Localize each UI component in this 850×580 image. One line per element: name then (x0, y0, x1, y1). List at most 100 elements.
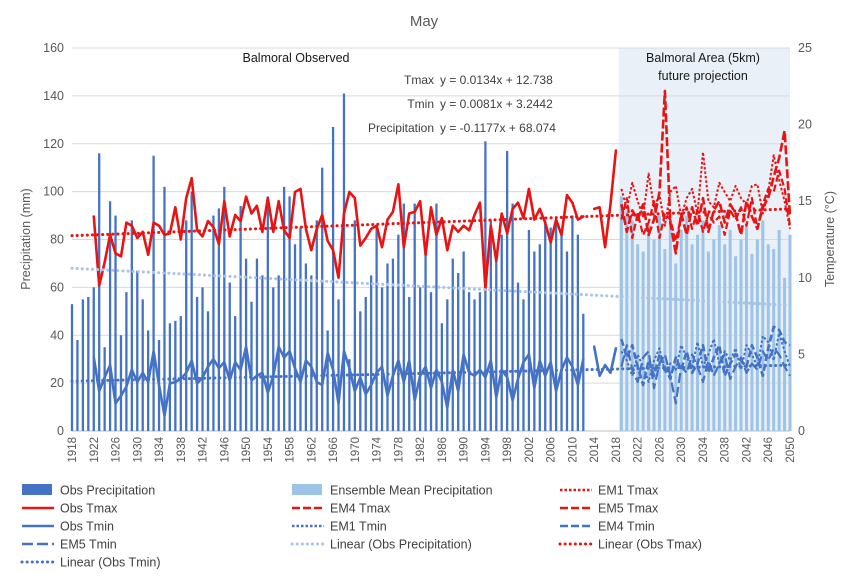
precip-bar (228, 282, 231, 431)
y2-tick-label: 15 (798, 194, 812, 208)
precip-bar (342, 93, 346, 431)
precip-bar (397, 234, 400, 431)
precip-bar (744, 225, 748, 431)
precip-bar (76, 340, 79, 431)
precip-bar (440, 323, 444, 431)
precip-bar (467, 292, 471, 431)
y2-tick-label: 20 (798, 118, 812, 132)
legend-label: Linear (Obs Precipitation) (330, 538, 472, 552)
legend-label: EM1 Tmin (330, 520, 387, 534)
legend-item: EM4 Tmax (292, 502, 391, 516)
precip-bar (734, 256, 738, 431)
precip-bar (206, 311, 210, 431)
precip-bar (353, 220, 356, 431)
precip-bar (706, 251, 710, 431)
eq-tmax-name: Tmax (404, 73, 434, 87)
precip-bar (272, 287, 275, 431)
chart-title: May (410, 13, 439, 30)
precip-bar (190, 191, 193, 431)
x-tick-label: 1982 (415, 437, 427, 463)
precip-bar (685, 215, 689, 431)
precip-bar (114, 215, 117, 431)
precip-bar (179, 316, 182, 431)
precip-bar (761, 220, 765, 431)
legend-label: Linear (Obs Tmax) (598, 538, 702, 552)
precip-bar (495, 251, 498, 431)
legend-item: Linear (Obs Tmin) (20, 556, 161, 570)
precip-bar (657, 215, 661, 431)
precip-bar (250, 301, 253, 431)
precip-bar (429, 292, 433, 431)
x-tick-label: 1946 (219, 437, 231, 463)
precip-bar (544, 220, 547, 431)
y-tick-label: 20 (50, 376, 64, 390)
precip-bar (337, 299, 340, 431)
legend-item: Obs Tmax (22, 502, 118, 516)
x-tick-label: 2038 (720, 437, 732, 463)
legend-label: Linear (Obs Tmin) (60, 556, 161, 570)
y-axis-label: Precipitation (mm) (19, 188, 33, 289)
precip-bar (212, 215, 215, 431)
legend-label: EM4 Tmax (330, 502, 391, 516)
x-tick-label: 2030 (676, 437, 688, 463)
x-tick-label: 1954 (263, 436, 275, 462)
precip-bar (674, 263, 678, 431)
x-tick-label: 2022 (633, 437, 645, 463)
x-tick-label: 2026 (654, 437, 666, 463)
precip-bar (739, 239, 743, 431)
eq-tmin-name: Tmin (407, 97, 434, 111)
precip-bar (668, 220, 672, 431)
y-tick-label: 100 (43, 185, 64, 199)
x-tick-label: 1950 (241, 437, 253, 463)
projection-label-line2: future projection (658, 69, 748, 83)
precip-bar (712, 239, 716, 431)
legend-label: EM5 Tmax (598, 502, 659, 516)
x-tick-label: 2018 (611, 437, 623, 463)
legend-item: Obs Precipitation (22, 484, 155, 498)
legend-item: Obs Tmin (22, 520, 114, 534)
x-tick-label: 1998 (502, 437, 514, 463)
precip-bar (310, 275, 313, 431)
precip-bar (185, 220, 188, 431)
eq-precip: y = -0.1177x + 68.074 (440, 121, 556, 135)
precip-bar (255, 258, 259, 431)
precip-bar (647, 225, 651, 431)
precip-bar (261, 275, 264, 431)
precip-bar (636, 244, 640, 431)
precip-bar (299, 227, 302, 431)
legend-label: EM4 Tmin (598, 520, 655, 534)
precip-bar (630, 220, 634, 431)
legend-label: EM5 Tmin (60, 538, 117, 552)
precip-bar (766, 244, 770, 431)
precip-bar (723, 244, 727, 431)
em1-tmin-line (620, 332, 791, 383)
precip-bar (130, 220, 133, 431)
x-tick-label: 1978 (393, 437, 405, 463)
x-tick-label: 1922 (89, 437, 101, 463)
eq-tmin: y = 0.0081x + 3.2442 (440, 97, 553, 111)
precip-bar (663, 249, 667, 431)
legend-label: Ensemble Mean Precipitation (330, 484, 493, 498)
precip-bar (750, 253, 754, 431)
y-tick-label: 140 (43, 89, 64, 103)
precip-bar (489, 220, 492, 431)
x-tick-label: 1974 (372, 436, 384, 462)
precip-bar (282, 186, 286, 431)
precip-bar (348, 359, 351, 431)
precip-bar (641, 251, 645, 431)
precip-bar (364, 296, 367, 431)
y-tick-label: 80 (50, 233, 64, 247)
x-tick-label: 2034 (698, 436, 710, 462)
precip-bar (435, 203, 438, 431)
precip-bar (244, 258, 248, 431)
precip-bar (359, 311, 362, 431)
legend-item: Ensemble Mean Precipitation (292, 484, 493, 498)
precip-bar (163, 186, 166, 431)
precip-bar (772, 249, 776, 431)
precip-bar (370, 275, 373, 431)
x-tick-label: 1962 (306, 437, 318, 463)
precip-bar (201, 287, 204, 431)
precip-bar (462, 251, 465, 431)
precip-bar (195, 296, 199, 431)
precip-bar (679, 229, 683, 431)
